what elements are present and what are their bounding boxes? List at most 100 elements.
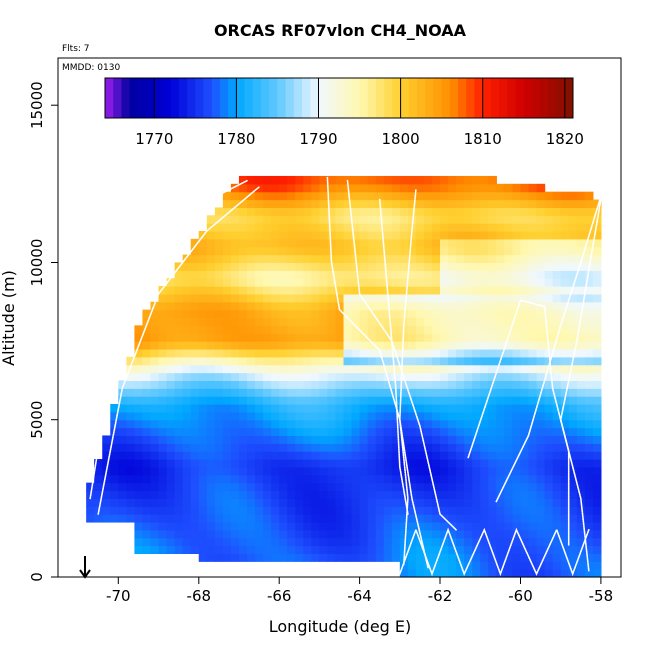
colorbar-segment — [236, 78, 246, 118]
heatmap-cell — [496, 490, 505, 499]
heatmap-cell — [343, 223, 353, 232]
heatmap-cell — [118, 490, 127, 499]
heatmap-cell — [263, 372, 272, 382]
heatmap-cell — [214, 498, 224, 507]
heatmap-cell — [255, 293, 264, 303]
heatmap-cell — [568, 270, 578, 279]
heatmap-cell — [238, 545, 248, 555]
heatmap-cell — [150, 404, 160, 413]
heatmap-cell — [335, 191, 345, 201]
heatmap-cell — [512, 215, 522, 224]
heatmap-cell — [303, 333, 312, 342]
heatmap-cell — [263, 333, 272, 342]
heatmap-cell — [230, 356, 240, 366]
heatmap-cell — [423, 364, 433, 374]
heatmap-cell — [456, 333, 465, 342]
heatmap-cell — [399, 521, 409, 531]
heatmap-cell — [472, 278, 481, 287]
heatmap-cell — [480, 372, 489, 382]
colorbar-segment — [195, 78, 205, 118]
heatmap-cell — [359, 286, 369, 295]
heatmap-cell — [319, 514, 329, 523]
heatmap-cell — [488, 262, 497, 271]
heatmap-cell — [359, 215, 369, 224]
heatmap-cell — [279, 459, 288, 468]
heatmap-cell — [528, 262, 538, 271]
heatmap-cell — [544, 419, 554, 429]
colorbar-segment — [466, 78, 475, 118]
heatmap-cell — [584, 325, 594, 334]
heatmap-cell — [472, 309, 481, 319]
heatmap-cell — [480, 254, 489, 264]
heatmap-cell — [182, 270, 192, 279]
heatmap-cell — [214, 404, 224, 413]
heatmap-cell — [134, 325, 144, 334]
heatmap-cell — [415, 215, 425, 224]
heatmap-cell — [367, 521, 377, 531]
flight-track-8 — [495, 195, 602, 503]
heatmap-cell — [592, 309, 602, 319]
colorbar-segment — [261, 78, 270, 118]
heatmap-cell — [391, 231, 401, 240]
heatmap-cell — [102, 451, 111, 460]
heatmap-cell — [287, 506, 296, 515]
heatmap-cell — [238, 411, 248, 421]
heatmap-cell — [311, 293, 320, 303]
heatmap-cell — [480, 498, 489, 507]
heatmap-cell — [480, 262, 489, 271]
heatmap-cell — [303, 270, 312, 279]
heatmap-cell — [311, 506, 320, 515]
heatmap-cell — [271, 388, 280, 397]
heatmap-cell — [311, 553, 320, 562]
heatmap-cell — [560, 278, 570, 287]
heatmap-cell — [496, 529, 505, 539]
heatmap-cell — [560, 553, 570, 562]
heatmap-cell — [230, 254, 240, 264]
heatmap-cell — [287, 490, 296, 499]
heatmap-cell — [142, 521, 152, 531]
heatmap-cell — [158, 451, 168, 460]
heatmap-cell — [271, 435, 280, 444]
heatmap-cell — [206, 474, 216, 484]
heatmap-cell — [303, 262, 312, 271]
heatmap-cell — [472, 569, 481, 578]
heatmap-cell — [335, 404, 345, 413]
heatmap-cell — [343, 309, 353, 319]
heatmap-cell — [504, 482, 514, 492]
heatmap-cell — [287, 278, 296, 287]
heatmap-cell — [150, 333, 160, 342]
heatmap-cell — [423, 238, 433, 248]
heatmap-cell — [399, 482, 409, 492]
heatmap-cell — [190, 333, 200, 342]
heatmap-cell — [560, 561, 570, 570]
heatmap-cell — [190, 506, 200, 515]
heatmap-cell — [399, 231, 409, 240]
heatmap-cell — [271, 490, 280, 499]
heatmap-cell — [367, 223, 377, 232]
heatmap-cell — [504, 231, 514, 240]
heatmap-cell — [295, 175, 304, 185]
heatmap-cell — [247, 459, 256, 468]
heatmap-cell — [448, 325, 457, 334]
heatmap-cell — [431, 474, 441, 484]
heatmap-cell — [520, 506, 530, 515]
heatmap-cell — [190, 372, 200, 382]
heatmap-cell — [335, 372, 345, 382]
heatmap-cell — [134, 356, 144, 366]
heatmap-cell — [263, 301, 272, 311]
heatmap-cell — [496, 396, 505, 405]
heatmap-cell — [247, 246, 256, 256]
heatmap-cell — [592, 270, 602, 279]
heatmap-cell — [351, 301, 361, 311]
heatmap-cell — [568, 553, 578, 562]
heatmap-cell — [190, 490, 200, 499]
heatmap-cell — [576, 561, 586, 570]
heatmap-cell — [367, 341, 377, 350]
heatmap-cell — [126, 490, 135, 499]
colorbar-segment — [531, 78, 541, 118]
heatmap-cell — [351, 490, 361, 499]
heatmap-cell — [327, 270, 337, 279]
heatmap-cell — [238, 396, 248, 405]
heatmap-cell — [319, 427, 329, 437]
heatmap-cell — [391, 309, 401, 319]
